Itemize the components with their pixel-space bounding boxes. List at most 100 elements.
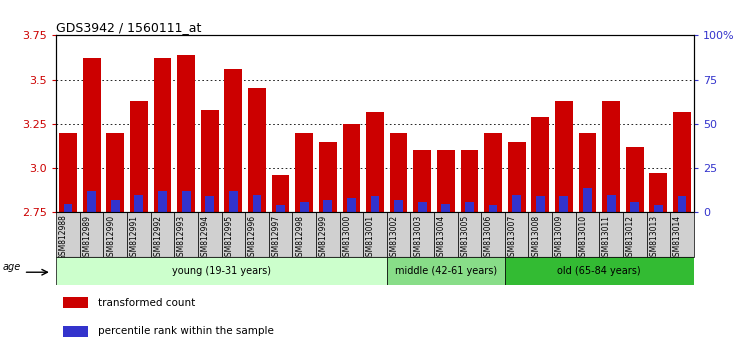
Bar bbox=[508, 142, 526, 212]
Bar bbox=[576, 212, 599, 257]
Bar bbox=[300, 202, 308, 212]
Bar bbox=[626, 147, 644, 212]
Text: GSM813011: GSM813011 bbox=[602, 215, 611, 261]
Text: GSM813010: GSM813010 bbox=[578, 215, 587, 261]
Text: GSM812999: GSM812999 bbox=[319, 215, 328, 261]
Bar bbox=[268, 212, 292, 257]
Bar bbox=[630, 202, 639, 212]
Bar bbox=[529, 212, 552, 257]
Bar bbox=[394, 200, 403, 212]
Text: GSM813003: GSM813003 bbox=[413, 215, 422, 261]
Bar bbox=[512, 195, 521, 212]
Bar bbox=[602, 101, 620, 212]
Text: GDS3942 / 1560111_at: GDS3942 / 1560111_at bbox=[56, 21, 202, 34]
Bar bbox=[62, 326, 88, 337]
Bar bbox=[229, 191, 238, 212]
Bar bbox=[532, 117, 549, 212]
Bar bbox=[555, 101, 573, 212]
Bar bbox=[583, 188, 592, 212]
Text: GSM812988: GSM812988 bbox=[59, 215, 68, 261]
Bar bbox=[87, 191, 96, 212]
Bar bbox=[363, 212, 387, 257]
Bar bbox=[552, 212, 576, 257]
Bar bbox=[174, 212, 198, 257]
Text: GSM813005: GSM813005 bbox=[460, 215, 470, 261]
Bar bbox=[387, 257, 505, 285]
Bar bbox=[343, 124, 360, 212]
Bar bbox=[482, 212, 505, 257]
Text: GSM813004: GSM813004 bbox=[436, 215, 445, 261]
Bar bbox=[623, 212, 646, 257]
Bar bbox=[106, 133, 124, 212]
Bar bbox=[387, 212, 410, 257]
Bar bbox=[323, 200, 332, 212]
Bar bbox=[198, 212, 221, 257]
Bar bbox=[646, 212, 670, 257]
Bar bbox=[80, 212, 104, 257]
Bar bbox=[670, 212, 694, 257]
Text: transformed count: transformed count bbox=[98, 298, 195, 308]
Bar bbox=[296, 133, 313, 212]
Bar bbox=[59, 133, 77, 212]
Bar bbox=[177, 55, 195, 212]
Bar bbox=[272, 175, 290, 212]
Bar bbox=[182, 191, 190, 212]
Text: GSM812990: GSM812990 bbox=[106, 215, 116, 261]
Text: GSM813007: GSM813007 bbox=[508, 215, 517, 261]
Text: old (65-84 years): old (65-84 years) bbox=[557, 266, 641, 276]
Bar bbox=[442, 204, 450, 212]
Bar bbox=[410, 212, 434, 257]
Bar bbox=[413, 150, 431, 212]
Text: percentile rank within the sample: percentile rank within the sample bbox=[98, 326, 274, 336]
Bar bbox=[390, 133, 407, 212]
Text: GSM813000: GSM813000 bbox=[343, 215, 352, 261]
Bar bbox=[460, 150, 478, 212]
Bar bbox=[340, 212, 363, 257]
Bar bbox=[56, 212, 80, 257]
Text: GSM812997: GSM812997 bbox=[272, 215, 280, 261]
Bar bbox=[418, 202, 427, 212]
Text: GSM812993: GSM812993 bbox=[177, 215, 186, 261]
Bar bbox=[224, 69, 242, 212]
Text: GSM812996: GSM812996 bbox=[248, 215, 257, 261]
Bar bbox=[366, 112, 384, 212]
Bar bbox=[599, 212, 623, 257]
Bar bbox=[673, 112, 691, 212]
Text: GSM812992: GSM812992 bbox=[154, 215, 163, 261]
Bar bbox=[319, 142, 337, 212]
Text: GSM813013: GSM813013 bbox=[650, 215, 658, 261]
Bar bbox=[151, 212, 174, 257]
Bar bbox=[253, 195, 261, 212]
Bar bbox=[489, 205, 497, 212]
Bar bbox=[434, 212, 457, 257]
Text: GSM813009: GSM813009 bbox=[555, 215, 564, 261]
Text: GSM812989: GSM812989 bbox=[82, 215, 92, 261]
Text: GSM812995: GSM812995 bbox=[224, 215, 233, 261]
Text: young (19-31 years): young (19-31 years) bbox=[172, 266, 271, 276]
Text: GSM812994: GSM812994 bbox=[201, 215, 210, 261]
Bar bbox=[347, 198, 355, 212]
Bar bbox=[276, 205, 285, 212]
Text: GSM813014: GSM813014 bbox=[673, 215, 682, 261]
Bar bbox=[221, 212, 245, 257]
Bar bbox=[248, 88, 266, 212]
Bar bbox=[56, 257, 387, 285]
Text: GSM812991: GSM812991 bbox=[130, 215, 139, 261]
Bar bbox=[245, 212, 268, 257]
Bar bbox=[677, 196, 686, 212]
Bar bbox=[127, 212, 151, 257]
Bar bbox=[206, 196, 214, 212]
Bar bbox=[134, 195, 143, 212]
Bar bbox=[158, 191, 167, 212]
Bar bbox=[458, 212, 482, 257]
Bar bbox=[292, 212, 316, 257]
Text: GSM813008: GSM813008 bbox=[531, 215, 540, 261]
Text: GSM813001: GSM813001 bbox=[366, 215, 375, 261]
Bar bbox=[111, 200, 120, 212]
Bar bbox=[607, 195, 616, 212]
Bar bbox=[64, 204, 73, 212]
Bar bbox=[201, 110, 218, 212]
Bar bbox=[316, 212, 340, 257]
Text: GSM813012: GSM813012 bbox=[626, 215, 634, 261]
Bar bbox=[62, 297, 88, 308]
